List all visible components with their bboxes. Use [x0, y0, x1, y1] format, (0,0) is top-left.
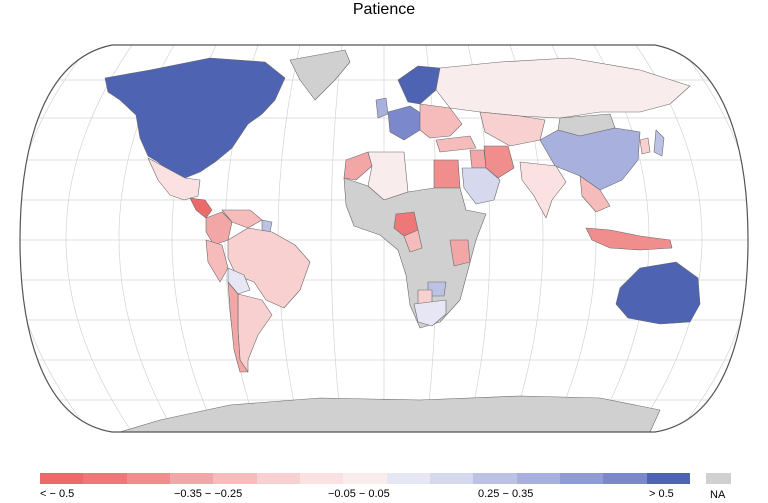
- region-greenland: [289, 49, 351, 101]
- region-uk: [375, 97, 389, 119]
- region-bolivia: [227, 267, 251, 295]
- region-south-africa: [413, 299, 447, 327]
- legend-swatch: [603, 473, 647, 484]
- region-china: [539, 127, 641, 191]
- legend-swatch: [343, 473, 387, 484]
- legend-swatch: [517, 473, 560, 484]
- legend-label-high: 0.25 − 0.35: [478, 488, 534, 500]
- region-japan: [653, 129, 665, 157]
- region-western-europe: [387, 105, 423, 141]
- region-tanzania: [449, 239, 471, 267]
- legend-swatch: [170, 473, 213, 484]
- region-eastern-europe: [419, 103, 463, 139]
- countries-layer: [104, 49, 701, 432]
- legend-swatch: [473, 473, 517, 484]
- legend-label-low: −0.35 − −0.25: [174, 488, 243, 500]
- region-scandinavia: [397, 65, 441, 105]
- region-india: [519, 161, 567, 219]
- region-central-america: [189, 197, 213, 219]
- graticule-meridian: [20, 45, 91, 432]
- legend-na-swatch: [706, 473, 731, 484]
- region-russia: [435, 57, 691, 119]
- legend-swatch: [213, 473, 257, 484]
- region-kazakhstan: [479, 111, 546, 147]
- region-saudi-arabia: [461, 167, 501, 205]
- graticule-meridian: [677, 45, 748, 432]
- region-peru: [205, 239, 229, 283]
- region-antarctica: [119, 395, 661, 432]
- graticule-meridian: [330, 45, 343, 432]
- region-australia: [615, 261, 701, 325]
- legend-label-min: < − 0.5: [40, 488, 75, 500]
- region-korea: [639, 137, 651, 155]
- region-egypt: [433, 159, 461, 189]
- region-turkey: [435, 135, 477, 153]
- map-title: Patience: [352, 1, 416, 18]
- region-suriname: [261, 219, 273, 233]
- graticule-meridian: [65, 45, 133, 432]
- region-africa-na: [343, 177, 487, 329]
- legend-label-mid: −0.05 − 0.05: [328, 488, 390, 500]
- legend-swatch: [430, 473, 473, 484]
- legend-na-label: NA: [710, 489, 726, 501]
- region-venezuela: [221, 209, 263, 229]
- region-north-america: [104, 57, 286, 179]
- legend-swatch: [647, 473, 690, 484]
- region-chile: [227, 281, 249, 373]
- globe-outline: [19, 44, 749, 433]
- region-southeast-asia: [579, 175, 611, 213]
- region-iraq: [469, 149, 487, 169]
- legend-swatch: [83, 473, 127, 484]
- legend-swatch: [40, 473, 83, 484]
- legend-swatch: [300, 473, 343, 484]
- legend-swatch: [560, 473, 603, 484]
- region-cameroon: [403, 229, 423, 253]
- legend-swatch: [387, 473, 430, 484]
- legend-swatch: [257, 473, 300, 484]
- region-iran: [483, 145, 515, 179]
- region-morocco: [343, 151, 373, 181]
- legend-label-max: > 0.5: [649, 488, 674, 500]
- legend-swatch: [127, 473, 170, 484]
- region-indonesia: [585, 227, 673, 251]
